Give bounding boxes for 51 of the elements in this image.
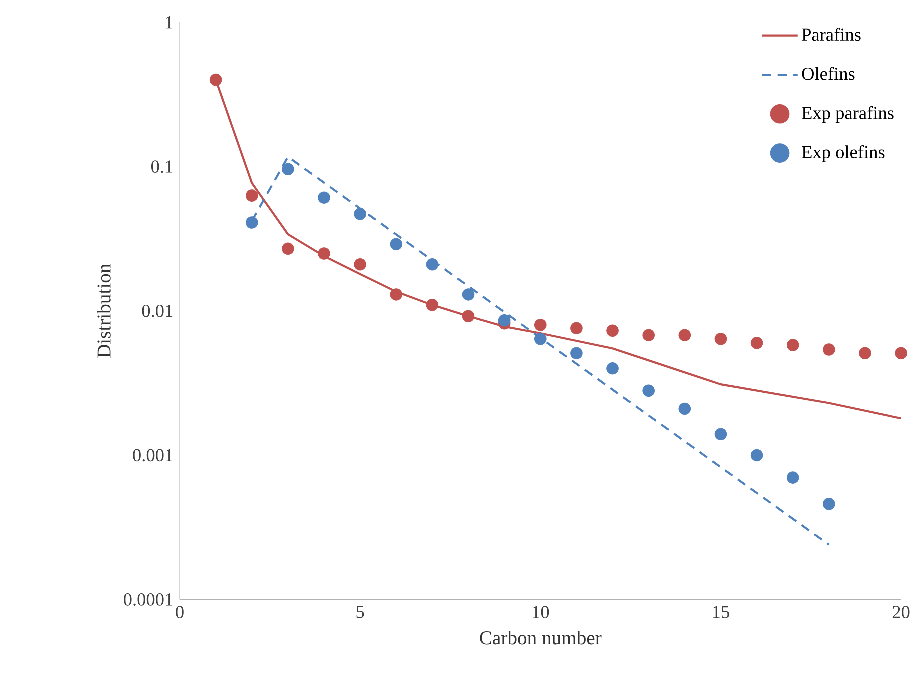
point	[786, 472, 800, 484]
point	[642, 384, 655, 397]
x-tick-label: 20	[892, 606, 910, 618]
point	[786, 339, 800, 352]
y-tick-label: 0.1	[151, 160, 173, 173]
point	[498, 314, 511, 327]
point	[570, 347, 583, 360]
point	[246, 216, 258, 229]
point	[426, 258, 439, 271]
point	[823, 344, 836, 356]
point	[570, 322, 583, 334]
y-tick-label: 0.01	[142, 304, 173, 318]
point	[678, 329, 692, 342]
point	[246, 190, 258, 202]
point	[642, 329, 655, 342]
x-tick-label: 0	[176, 606, 184, 618]
point	[462, 310, 475, 322]
point	[678, 402, 692, 415]
point	[534, 318, 547, 332]
point	[210, 74, 222, 86]
x-axis-title: Carbon number	[480, 630, 602, 645]
point	[354, 208, 366, 220]
point	[390, 288, 403, 301]
point	[714, 332, 728, 346]
point	[462, 288, 475, 301]
y-tick-label: 0.0001	[124, 593, 173, 606]
legend-label: Parafins	[802, 28, 861, 41]
point	[282, 163, 294, 176]
point	[534, 332, 547, 346]
point	[354, 258, 366, 271]
point	[859, 347, 872, 360]
point	[714, 428, 728, 440]
x-tick-label: 15	[713, 606, 730, 618]
point	[750, 449, 764, 462]
point	[823, 498, 836, 510]
y-tick-label: 0.001	[133, 449, 173, 462]
legend-label: Exp parafins	[802, 106, 894, 123]
point	[282, 242, 294, 255]
point	[606, 324, 619, 337]
point	[390, 238, 403, 250]
point	[606, 362, 619, 375]
point	[318, 247, 330, 260]
x-tick-label: 10	[533, 606, 550, 618]
legend-label: Exp olefins	[802, 145, 885, 162]
legend-label: Olefins	[802, 67, 855, 80]
y-axis-title: Distribution	[97, 264, 111, 358]
x-tick-label: 5	[356, 606, 364, 618]
point	[426, 298, 439, 312]
point	[318, 192, 330, 204]
point	[750, 336, 764, 350]
y-tick-label: 1	[166, 16, 173, 28]
